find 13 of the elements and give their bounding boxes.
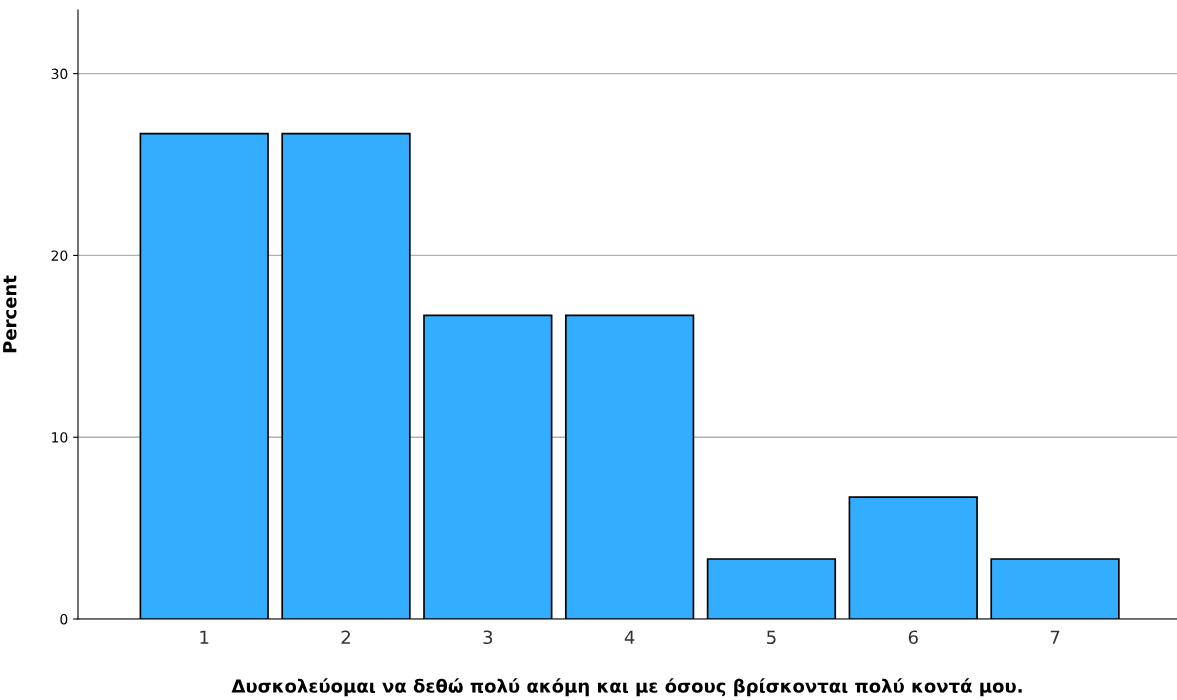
x-tick-label: 2 bbox=[341, 630, 350, 644]
y-tick-label: 10 bbox=[52, 432, 68, 443]
y-axis-title: Percent bbox=[3, 275, 17, 353]
x-tick-label: 1 bbox=[200, 630, 209, 644]
x-tick-label: 5 bbox=[767, 630, 776, 645]
x-axis-title: Δυσκολεύομαι να δεθώ πολύ ακόμη και με όσους βρίσκονται πολύ κοντά μου. bbox=[231, 678, 1022, 697]
x-tick-label: 6 bbox=[908, 630, 918, 645]
x-tick-label: 4 bbox=[624, 630, 635, 644]
y-tick-label: 30 bbox=[51, 68, 68, 80]
x-tick-label: 3 bbox=[483, 630, 493, 645]
y-tick-label: 0 bbox=[60, 613, 68, 625]
x-tick-label: 7 bbox=[1050, 630, 1060, 644]
y-tick-label: 20 bbox=[51, 250, 68, 261]
